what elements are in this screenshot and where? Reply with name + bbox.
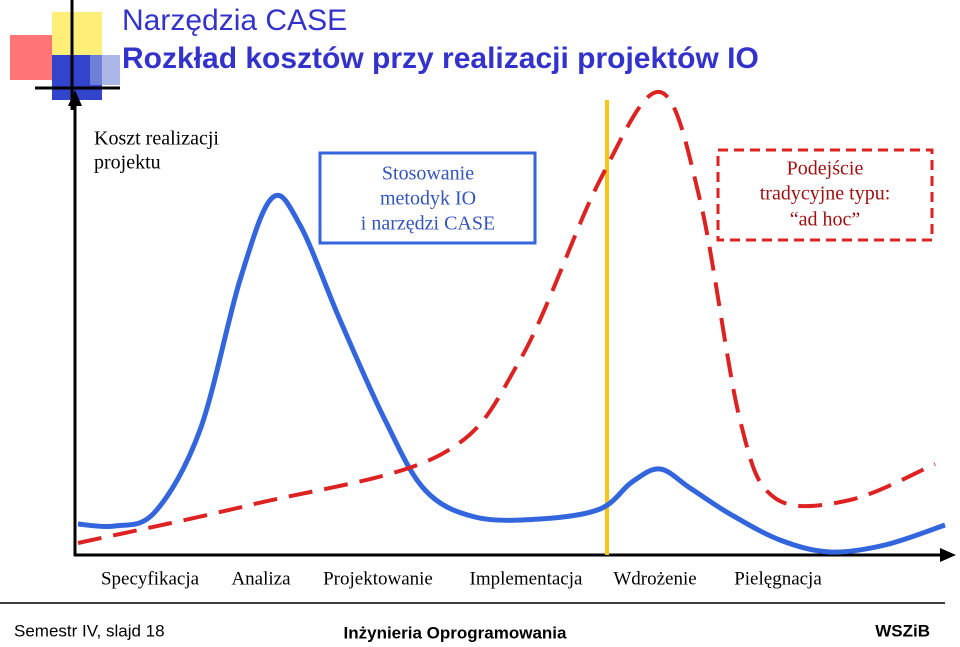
subtitle: Rozkład kosztów przy realizacji projektó…: [122, 42, 759, 75]
case-box: [318, 151, 537, 245]
case-text: Stosowanie: [382, 163, 474, 185]
logo: [10, 0, 120, 110]
title: Narzędzia CASE: [122, 4, 347, 37]
adhoc-curve: [77, 89, 936, 545]
case-text: metodyk IO: [380, 188, 476, 210]
footer-right: WSZiB: [875, 621, 930, 640]
phase: Projektowanie: [323, 568, 433, 589]
phase: Analiza: [231, 568, 291, 589]
adhoc-text: tradycyjne typu:: [760, 183, 891, 205]
footer-left: Semestr IV, slajd 18: [14, 621, 165, 640]
phase: Specyfikacja: [101, 568, 200, 589]
y-label: projektu: [94, 152, 161, 174]
phase: Implementacja: [470, 568, 583, 589]
y-label: Koszt realizacji: [94, 128, 219, 150]
phase: Pielęgnacja: [734, 568, 822, 589]
adhoc-text: Podejście: [787, 158, 864, 180]
x-arrow: [940, 548, 956, 562]
adhoc-box: [716, 148, 934, 242]
footer-center: Inżynieria Oprogramowania: [344, 623, 567, 642]
adhoc-text: “ad hoc”: [790, 209, 861, 231]
phase: Wdrożenie: [613, 568, 696, 589]
case-text: i narzędzi CASE: [361, 213, 495, 235]
case-curve: [77, 192, 946, 555]
y-arrow: [68, 90, 82, 106]
